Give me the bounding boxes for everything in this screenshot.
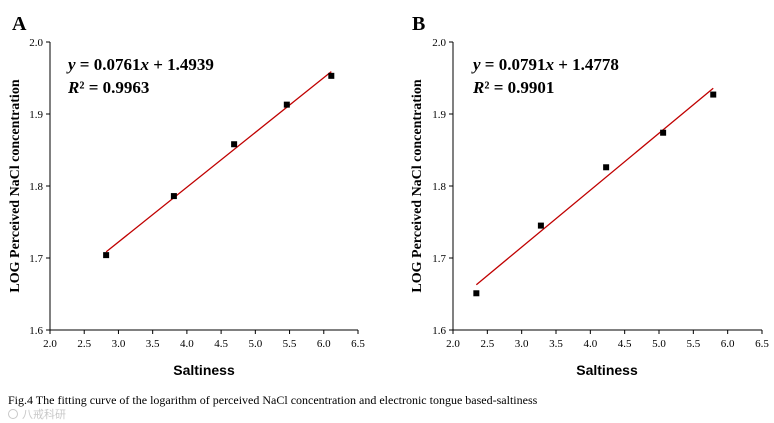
fit-equation: y = 0.0761x + 1.4939 [66, 55, 214, 74]
watermark-logo-icon [8, 409, 18, 419]
x-tick-label: 5.0 [652, 338, 666, 350]
r-squared-value: ² = 0.9963 [79, 78, 149, 97]
panel-letter: B [412, 13, 425, 35]
y-tick-label: 1.8 [29, 181, 43, 193]
x-tick-label: 3.0 [112, 338, 126, 350]
y-tick-label: 2.0 [432, 37, 446, 49]
x-tick-label: 6.5 [755, 338, 769, 350]
regression-line [475, 87, 714, 286]
y-tick-label: 1.8 [432, 181, 446, 193]
data-point [231, 141, 238, 148]
r-squared-value: ² = 0.9901 [484, 78, 554, 97]
regression-line [105, 71, 332, 253]
r-squared-var: R [472, 78, 484, 97]
x-tick-label: 4.5 [214, 338, 228, 350]
x-tick-label: 5.5 [686, 338, 700, 350]
panel-a: A 2.0 2.5 3.0 3.5 4.0 4.5 5.0 5.5 6.0 6.5 1.6 1.7 1.… [8, 13, 365, 378]
x-tick-label: 4.0 [583, 338, 597, 350]
y-tick-label: 1.7 [432, 253, 446, 265]
data-point [283, 101, 290, 108]
panel-b: B 2.0 2.5 3.0 3.5 4.0 4.5 5.0 5.5 6.0 6.5 1.6 1.7 1.… [410, 13, 769, 378]
x-tick-label: 2.0 [446, 338, 460, 350]
data-point [660, 129, 667, 136]
figure-caption: Fig.4 The fitting curve of the logarithm… [8, 393, 538, 407]
data-point [473, 290, 480, 297]
r-squared: R² = 0.9963 [67, 78, 149, 97]
y-tick-label: 1.7 [29, 253, 43, 265]
fit-equation: y = 0.0791x + 1.4778 [471, 55, 619, 74]
equation-intercept: + 1.4778 [554, 55, 619, 74]
equation-slope: = 0.0791 [481, 55, 546, 74]
y-tick-label: 2.0 [29, 37, 43, 49]
data-point [103, 252, 110, 259]
data-point-group [473, 91, 717, 297]
watermark-text: 八戒科研 [22, 409, 66, 421]
x-axis-title: Saltiness [173, 362, 235, 378]
data-point [603, 164, 610, 171]
x-tick-label: 3.0 [515, 338, 529, 350]
fit-line-group [475, 87, 714, 286]
equation-slope: = 0.0761 [76, 55, 141, 74]
y-tick-label: 1.9 [29, 109, 43, 121]
tick-group: 2.0 2.5 3.0 3.5 4.0 4.5 5.0 5.5 6.0 6.5 1.6 1.7 1.8 1… [29, 37, 365, 350]
x-tick-label: 3.5 [146, 338, 160, 350]
x-tick-label: 6.0 [721, 338, 735, 350]
data-point [328, 72, 335, 79]
x-tick-label: 2.0 [43, 338, 57, 350]
watermark: 八戒科研 [8, 406, 66, 422]
x-tick-label: 5.0 [248, 338, 262, 350]
fit-line-group [105, 71, 332, 253]
r-squared: R² = 0.9901 [472, 78, 554, 97]
r-squared-var: R [67, 78, 79, 97]
x-tick-label: 3.5 [549, 338, 563, 350]
x-tick-label: 6.0 [317, 338, 331, 350]
y-axis-title: LOG Perceived NaCl concentration [8, 79, 23, 292]
data-point [170, 193, 177, 200]
x-tick-label: 5.5 [283, 338, 297, 350]
x-tick-label: 6.5 [351, 338, 365, 350]
y-axis-title: LOG Perceived NaCl concentration [410, 79, 425, 292]
y-tick-label: 1.6 [432, 325, 446, 337]
y-tick-label: 1.9 [432, 109, 446, 121]
tick-group: 2.0 2.5 3.0 3.5 4.0 4.5 5.0 5.5 6.0 6.5 1.6 1.7 1.8 1… [432, 37, 769, 350]
y-tick-label: 1.6 [29, 325, 43, 337]
equation-intercept: + 1.4939 [149, 55, 214, 74]
panel-letter: A [12, 13, 27, 35]
x-tick-label: 2.5 [480, 338, 494, 350]
x-tick-label: 4.0 [180, 338, 194, 350]
equation-y-var: y [471, 55, 481, 74]
x-tick-label: 4.5 [618, 338, 632, 350]
equation-x-var: x [544, 55, 554, 74]
equation-x-var: x [139, 55, 149, 74]
data-point [710, 91, 717, 98]
x-axis-title: Saltiness [576, 362, 638, 378]
data-point-group [103, 72, 335, 259]
x-tick-label: 2.5 [77, 338, 91, 350]
equation-y-var: y [66, 55, 76, 74]
data-point [537, 222, 544, 229]
